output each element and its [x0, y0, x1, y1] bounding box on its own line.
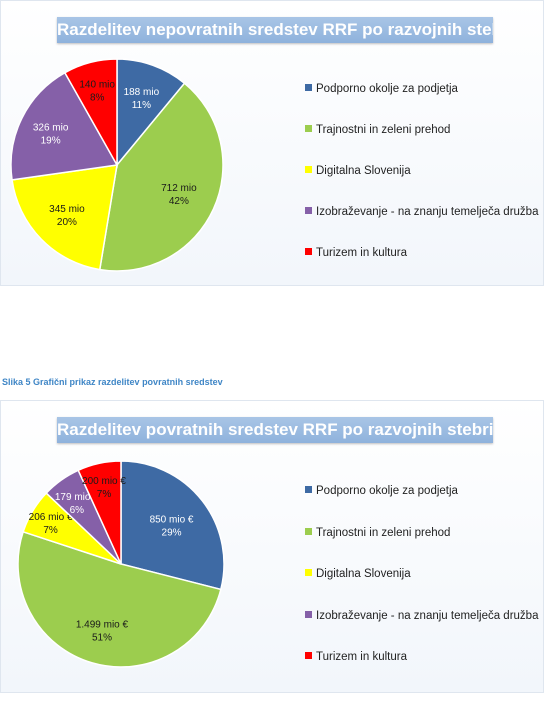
slice-percent-label: 19%: [41, 135, 61, 146]
slice-value-label: 179 mio €: [55, 492, 99, 503]
legend-item: Podporno okolje za podjetja: [305, 83, 538, 124]
pie-slice: [10, 71, 119, 181]
slice-percent-label: 7%: [43, 525, 58, 536]
slice-value-label: 712 mio: [161, 183, 197, 194]
chart-panel-nepovratna: Razdelitev nepovratnih sredstev RRF po r…: [0, 0, 544, 286]
slice-percent-label: 20%: [57, 217, 77, 228]
legend-item: Izobraževanje - na znanju temelječa druž…: [305, 610, 538, 652]
pie-slice: [120, 460, 225, 591]
legend-swatch: [305, 527, 312, 535]
legend-swatch: [305, 569, 312, 577]
legend: Podporno okolje za podjetja Trajnostni in…: [305, 485, 538, 693]
legend-label: Digitalna Slovenija: [316, 165, 411, 177]
legend-swatch: [305, 125, 312, 133]
legend-item: Izobraževanje - na znanju temelječa druž…: [305, 206, 538, 247]
slice-percent-label: 7%: [97, 489, 112, 500]
legend-label: Trajnostni in zeleni prehod: [316, 124, 451, 136]
pie-slice: [77, 460, 122, 565]
slice-value-label: 326 mio: [33, 122, 69, 133]
legend-swatch: [305, 486, 312, 494]
pie-slice: [11, 164, 118, 271]
legend-swatch: [305, 652, 312, 660]
pie-slice: [116, 58, 186, 168]
slice-value-label: 345 mio: [49, 204, 85, 215]
legend-item: Podporno okolje za podjetja: [305, 485, 538, 527]
legend-label: Digitalna Slovenija: [316, 568, 411, 580]
slice-value-label: 140 mio: [79, 80, 115, 91]
legend-label: Izobraževanje - na znanju temelječa druž…: [316, 206, 539, 218]
figure-caption: Slika 5 Grafični prikaz razdelitev povra…: [2, 377, 223, 387]
legend-item: Trajnostni in zeleni prehod: [305, 124, 538, 165]
legend-label: Izobraževanje - na znanju temelječa druž…: [316, 609, 539, 622]
legend-item: Trajnostni in zeleni prehod: [305, 527, 538, 569]
slice-percent-label: 42%: [169, 196, 189, 207]
legend-label: Trajnostni in zeleni prehod: [316, 526, 451, 539]
slice-value-label: 206 mio €: [29, 512, 73, 523]
pie-slice: [63, 58, 118, 168]
chart-title: Razdelitev povratnih sredstev RRF po raz…: [57, 417, 493, 443]
legend-item: Turizem in kultura: [305, 651, 538, 693]
slice-percent-label: 6%: [70, 505, 85, 516]
legend-swatch: [305, 207, 312, 215]
legend-label: Turizem in kultura: [316, 651, 407, 663]
legend-swatch: [305, 166, 312, 174]
pie-slice: [17, 530, 222, 668]
slice-percent-label: 51%: [92, 632, 112, 643]
legend-label: Podporno okolje za podjetja: [316, 83, 458, 95]
pie-chart-nepovratna: 188 mio 11% 712 mio 42% 345 mio 20% 326 mio 19%…: [10, 58, 224, 272]
slice-percent-label: 29%: [162, 528, 182, 539]
pie-slice: [98, 82, 224, 272]
legend-label: Podporno okolje za podjetja: [316, 485, 458, 497]
chart-title: Razdelitev nepovratnih sredstev RRF po r…: [57, 17, 493, 43]
pie-chart-povratna: 850 mio €29%1.499 mio €51%206 mio €7%179…: [17, 460, 225, 668]
legend-swatch: [305, 248, 312, 256]
legend-label: Turizem in kultura: [316, 247, 407, 259]
slice-percent-label: 11%: [132, 100, 151, 111]
legend-item: Turizem in kultura: [305, 247, 538, 288]
chart-panel-povratna: Razdelitev povratnih sredstev RRF po raz…: [0, 400, 544, 693]
slice-value-label: 188 mio: [124, 87, 160, 98]
slice-value-label: 200 mio €: [82, 476, 126, 487]
slice-value-label: 1.499 mio €: [76, 619, 129, 630]
legend-swatch: [305, 84, 312, 92]
legend-item: Digitalna Slovenija: [305, 165, 538, 206]
slice-percent-label: 8%: [90, 93, 105, 104]
legend-item: Digitalna Slovenija: [305, 568, 538, 610]
legend-swatch: [305, 610, 312, 618]
slice-value-label: 850 mio €: [150, 515, 194, 526]
legend: Podporno okolje za podjetja Trajnostni in…: [305, 83, 538, 288]
